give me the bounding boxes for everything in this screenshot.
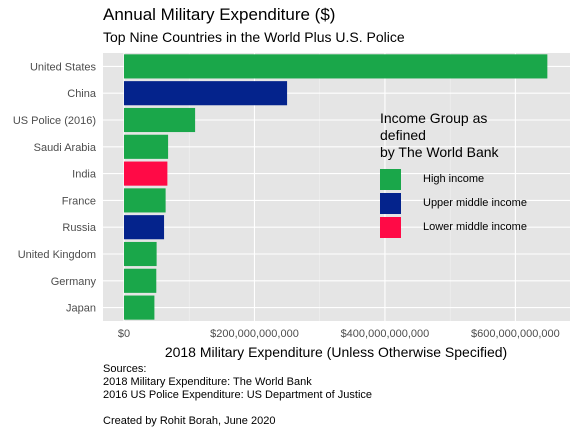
legend-title-line: Income Group as defined [380,110,488,143]
x-axis-title: 2018 Military Expenditure (Unless Otherw… [165,344,507,360]
y-tick-label: Saudi Arabia [34,142,97,154]
y-tick-label: France [62,195,96,207]
bar-germany [124,268,157,293]
legend-key-high-income [380,168,401,190]
legend-title-line: by The World Bank [380,144,499,160]
bar-russia [124,215,165,240]
x-tick-label: $0 [118,328,130,340]
caption: Sources: 2018 Military Expenditure: The … [103,363,372,428]
legend-item-high-income: High income [380,167,530,191]
x-tick-label: $400,000,000,000 [341,328,430,340]
y-tick-label: India [72,169,97,181]
y-tick-label: China [67,88,97,100]
legend-label: Lower middle income [423,221,527,233]
x-tick-label: $600,000,000,000 [471,328,560,340]
bars [124,54,548,320]
y-tick-label: United States [30,61,97,73]
legend: Income Group as defined by The World Ban… [380,110,530,239]
caption-line: Created by Rohit Borah, June 2020 [103,415,276,427]
legend-title: Income Group as defined by The World Ban… [380,110,530,161]
chart-subtitle: Top Nine Countries in the World Plus U.S… [103,29,405,45]
chart-title: Annual Military Expenditure ($) [103,5,336,24]
legend-label: Upper middle income [423,197,527,209]
legend-key-upper-middle-income [380,192,401,214]
y-tick-label: Russia [62,222,97,234]
caption-line: 2018 Military Expenditure: The World Ban… [103,376,312,388]
bar-france [124,188,166,213]
legend-item-upper-middle-income: Upper middle income [380,191,530,215]
bar-saudi-arabia [124,134,169,159]
x-tick-label: $200,000,000,000 [210,328,299,340]
bar-united-states [124,54,548,79]
y-axis-tick-labels: United States China US Police (2016) Saudi … [13,61,97,314]
bar-india [124,161,168,186]
bar-united-kingdom [124,241,157,267]
legend-key-lower-middle-income [380,216,401,238]
y-tick-label: Germany [51,276,97,288]
y-tick-label: United Kingdom [18,249,96,261]
legend-label: High income [423,173,485,185]
caption-line: 2016 US Police Expenditure: US Departmen… [103,389,373,401]
bar-japan [124,295,155,320]
bar-china [124,81,288,106]
legend-item-lower-middle-income: Lower middle income [380,215,530,239]
y-tick-label: US Police (2016) [13,115,96,127]
caption-line: Sources: [103,363,147,375]
x-axis-tick-labels: $0 $200,000,000,000 $400,000,000,000 $600,0… [118,328,560,340]
bar-us-police-2016 [124,107,196,133]
y-tick-label: Japan [66,303,96,315]
caption-line [103,402,372,415]
